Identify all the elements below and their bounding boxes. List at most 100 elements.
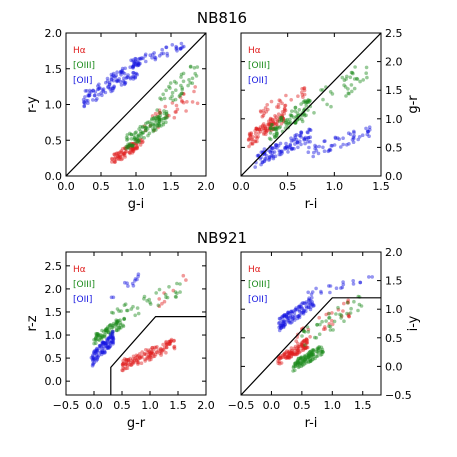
scatter-point-oii (275, 146, 279, 150)
scatter-point-ha (164, 341, 168, 345)
scatter-point-oiii (104, 327, 108, 332)
scatter-point-oii (308, 139, 312, 144)
y-tick-label: 0.5 (45, 352, 63, 365)
scatter-point-oiii (114, 319, 119, 324)
scatter-point-oii (105, 344, 109, 349)
scatter-point-oiii (304, 100, 309, 105)
scatter-point-ha (254, 126, 259, 131)
scatter-point-oiii (305, 357, 310, 361)
scatter-point-oii (134, 71, 139, 76)
scatter-point-oiii (299, 364, 304, 369)
scatter-point-oii (286, 311, 291, 315)
scatter-point-oii (341, 142, 346, 147)
scatter-point-ha (282, 111, 287, 116)
scatter-point-oii (368, 128, 372, 132)
scatter-point-oiii (159, 124, 163, 128)
scatter-point-oiii (321, 97, 325, 102)
scatter-point-oii (313, 146, 317, 151)
scatter-point-oii (91, 354, 95, 359)
scatter-point-oii (141, 56, 145, 61)
scatter-point-oii (308, 298, 313, 303)
scatter-point-ha (277, 359, 282, 364)
scatter-point-ha (280, 117, 284, 122)
scatter-point-oii (100, 350, 105, 355)
scatter-point-ha (308, 335, 312, 339)
scatter-point-ha (151, 354, 155, 359)
scatter-point-oii (268, 149, 272, 154)
scatter-point-ha (132, 146, 137, 150)
scatter-point-oii (81, 97, 86, 102)
scatter-point-oiii (349, 83, 354, 87)
scatter-point-oii (308, 135, 313, 139)
scatter-point-ha (247, 137, 251, 142)
scatter-point-oii (119, 69, 124, 74)
scatter-point-ha (260, 124, 265, 129)
scatter-point-ha (128, 143, 132, 148)
scatter-point-oiii (109, 323, 113, 327)
scatter-point-oiii (325, 102, 329, 107)
scatter-point-oii (128, 76, 133, 81)
scatter-point-oii (122, 71, 127, 76)
scatter-point-oiii (179, 75, 183, 79)
scatter-point-oii (319, 291, 324, 295)
scatter-point-oiii (271, 127, 275, 131)
scatter-point-oii (174, 47, 178, 51)
scatter-point-oiii (192, 66, 197, 70)
scatter-point-oiii (164, 116, 168, 121)
scatter-point-oiii (302, 362, 307, 366)
scatter-point-oii (288, 315, 293, 320)
scatter-point-ha (295, 352, 299, 357)
scatter-point-ha (133, 147, 137, 151)
scatter-point-oii (132, 60, 137, 65)
scatter-point-oiii (286, 120, 291, 124)
scatter-point-oiii (122, 317, 127, 321)
scatter-point-oiii (114, 325, 119, 330)
scatter-point-oiii (138, 129, 143, 133)
scatter-point-ha (283, 103, 287, 108)
scatter-point-oiii (309, 354, 313, 359)
scatter-point-oii (178, 47, 182, 51)
scatter-point-oiii (308, 98, 312, 103)
scatter-point-ha (132, 359, 136, 363)
scatter-points-nb921-ri-iy (276, 275, 375, 373)
scatter-point-oii (92, 360, 97, 365)
scatter-point-ha (130, 359, 134, 363)
scatter-point-oiii (122, 316, 126, 321)
scatter-point-oii (126, 75, 130, 79)
scatter-point-oiii (148, 121, 153, 126)
x-tick-label: 0.0 (263, 399, 281, 412)
scatter-point-oii (83, 95, 87, 99)
scatter-point-oiii (97, 338, 102, 343)
scatter-point-ha (110, 156, 114, 161)
scatter-point-oii (305, 130, 310, 134)
scatter-point-oii (88, 88, 92, 93)
scatter-point-oiii (320, 349, 325, 354)
scatter-point-oiii (164, 110, 169, 114)
scatter-point-oiii (173, 290, 178, 294)
scatter-point-oii (143, 54, 148, 58)
scatter-point-ha (271, 127, 276, 132)
scatter-point-ha (178, 95, 183, 100)
scatter-point-oiii (92, 338, 96, 342)
scatter-point-oiii (310, 350, 314, 355)
scatter-point-oiii (168, 96, 173, 101)
scatter-point-oiii (110, 325, 115, 330)
scatter-point-oii (298, 313, 302, 317)
scatter-point-oiii (343, 85, 348, 89)
scatter-point-oii (306, 135, 311, 140)
scatter-point-ha (117, 157, 122, 162)
scatter-point-ha (305, 345, 309, 350)
scatter-point-oiii (181, 79, 186, 84)
scatter-point-ha (136, 357, 140, 362)
scatter-point-ha (304, 345, 309, 349)
scatter-point-oiii (151, 123, 156, 127)
scatter-point-oii (111, 86, 116, 91)
scatter-point-ha (135, 358, 139, 363)
scatter-point-oiii (109, 332, 114, 336)
scatter-point-oiii (154, 291, 158, 295)
scatter-point-oiii (133, 139, 138, 144)
scatter-point-oiii (173, 97, 178, 102)
scatter-point-oiii (354, 76, 359, 81)
scatter-point-oiii (110, 323, 115, 328)
scatter-point-ha (162, 345, 167, 350)
